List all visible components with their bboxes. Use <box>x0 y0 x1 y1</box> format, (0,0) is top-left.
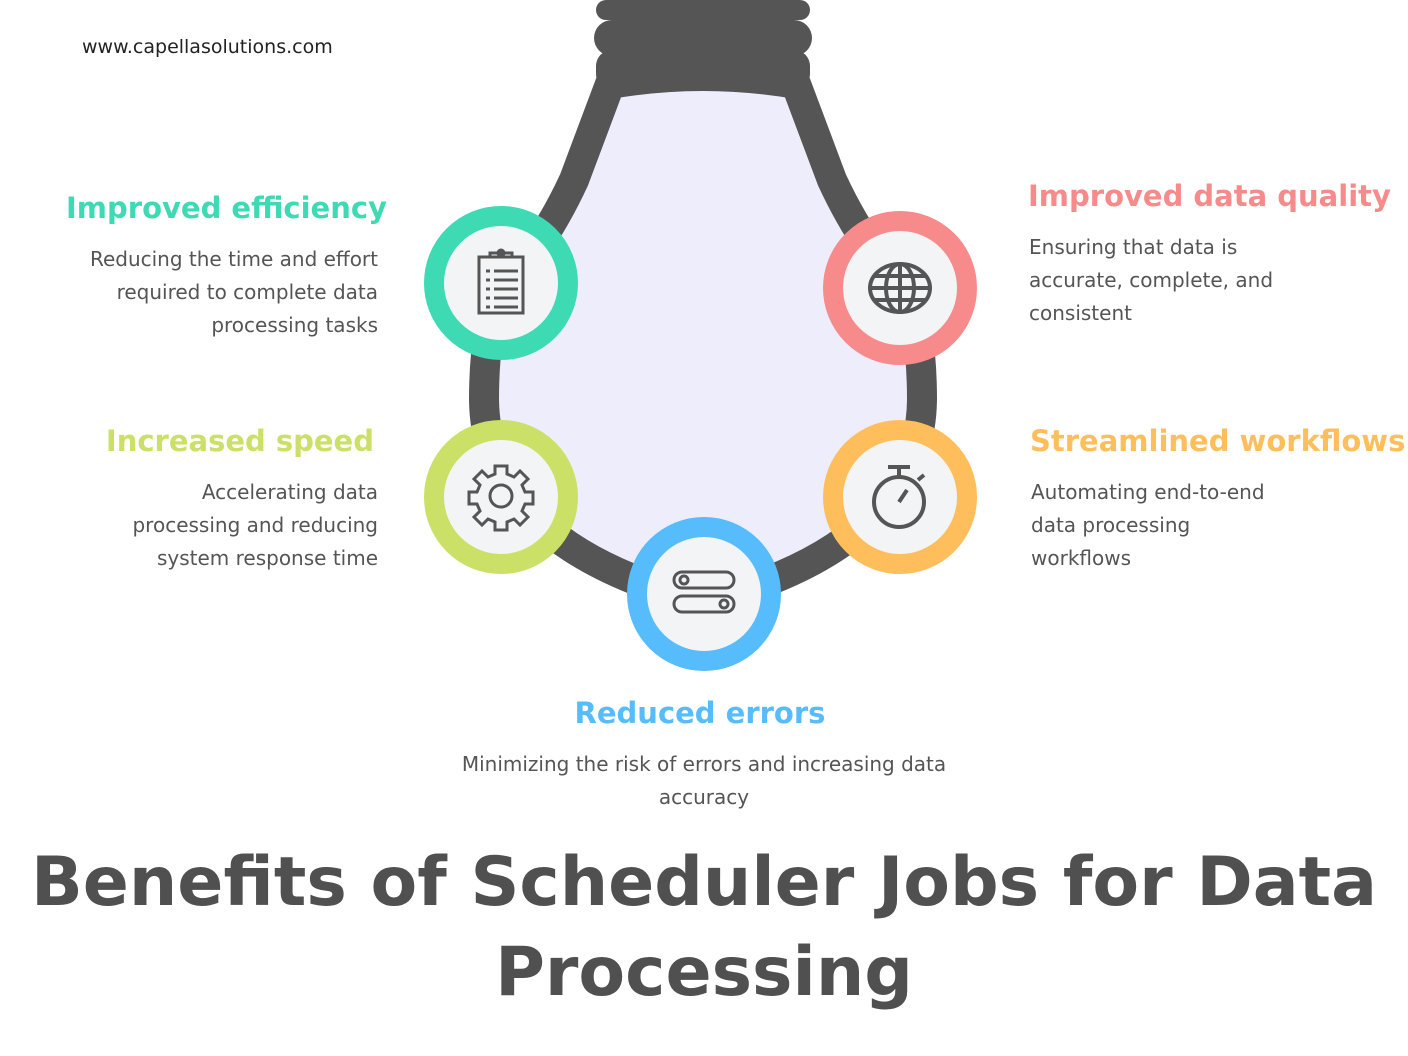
page-title: Benefits of Scheduler Jobs for Data Proc… <box>30 843 1378 1012</box>
text-improved-data-quality: Ensuring that data is accurate, complete… <box>1029 235 1274 325</box>
globe-icon <box>868 262 932 314</box>
heading-streamlined-workflows: Streamlined workflows <box>1030 424 1406 458</box>
heading-improved-efficiency: Improved efficiency <box>66 191 387 225</box>
toggle-switches-icon <box>672 570 736 614</box>
quality-circle <box>823 211 977 365</box>
site-url: www.capellasolutions.com <box>82 36 333 58</box>
heading-improved-data-quality: Improved data quality <box>1028 179 1391 213</box>
stopwatch-icon <box>872 465 926 529</box>
text-reduced-errors: Minimizing the risk of errors and increa… <box>461 752 947 809</box>
workflows-circle <box>823 420 977 574</box>
efficiency-circle <box>424 206 578 360</box>
text-improved-efficiency: Reducing the time and effort required to… <box>89 247 378 337</box>
heading-reduced-errors: Reduced errors <box>574 696 826 730</box>
gear-icon <box>467 464 535 532</box>
clipboard-icon <box>477 248 525 315</box>
speed-circle <box>424 420 578 574</box>
heading-increased-speed: Increased speed <box>105 424 374 458</box>
text-streamlined-workflows: Automating end-to-end data processing wo… <box>1031 480 1265 570</box>
errors-circle <box>627 517 781 671</box>
text-increased-speed: Accelerating data processing and reducin… <box>132 480 378 570</box>
